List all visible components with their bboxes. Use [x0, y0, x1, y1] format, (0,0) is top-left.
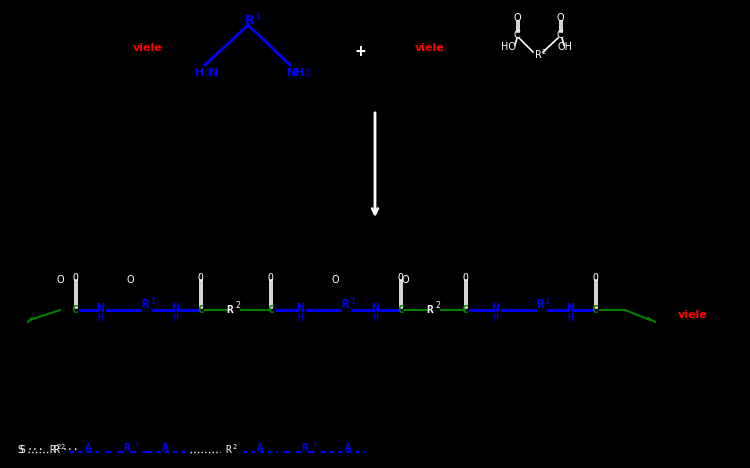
Text: R: R [226, 305, 233, 315]
Text: A: A [85, 443, 92, 453]
Text: C: C [461, 305, 468, 315]
Text: R: R [141, 299, 148, 312]
Text: R: R [53, 445, 59, 455]
Text: N: N [296, 301, 304, 314]
Text: 2: 2 [542, 49, 546, 55]
Text: 1: 1 [134, 441, 138, 447]
Text: H: H [372, 313, 378, 323]
Text: O: O [397, 273, 403, 283]
Text: O: O [332, 275, 339, 285]
Text: C: C [72, 305, 78, 315]
Text: 1: 1 [545, 297, 550, 306]
Text: +: + [355, 43, 365, 61]
Text: O: O [197, 273, 203, 283]
Text: R: R [225, 445, 231, 455]
Text: R: R [49, 445, 55, 455]
Text: 1: 1 [350, 297, 355, 306]
Text: N: N [287, 68, 296, 78]
Text: N: N [96, 301, 104, 314]
Text: 2: 2 [57, 444, 62, 450]
Text: O: O [513, 13, 520, 23]
Text: R: R [245, 15, 255, 28]
Text: O: O [401, 275, 409, 285]
Text: H: H [297, 313, 303, 323]
Text: N: N [209, 68, 219, 78]
Text: 2: 2 [206, 68, 211, 78]
Text: ...: ... [62, 442, 79, 452]
Text: C: C [514, 30, 520, 40]
Text: S: S [17, 445, 23, 455]
Text: O: O [462, 273, 468, 283]
Text: 2: 2 [236, 301, 241, 310]
Text: 1: 1 [255, 13, 261, 22]
Text: R: R [341, 299, 349, 312]
Text: 2: 2 [61, 444, 65, 450]
Text: 2: 2 [436, 301, 440, 310]
Text: A: A [162, 443, 168, 453]
Text: H: H [492, 313, 498, 323]
Text: C: C [267, 305, 273, 315]
Text: S: S [19, 445, 25, 455]
Text: R: R [536, 299, 544, 312]
Text: H: H [296, 68, 304, 78]
Text: R: R [124, 443, 130, 453]
Text: O: O [267, 273, 273, 283]
Text: OH: OH [557, 42, 572, 52]
Text: N: N [171, 301, 178, 314]
Text: 1: 1 [312, 441, 316, 447]
Text: H: H [567, 313, 573, 323]
Text: O: O [56, 275, 64, 285]
Text: A: A [344, 443, 351, 453]
Text: O: O [126, 275, 134, 285]
Text: 2: 2 [304, 68, 310, 78]
Text: C: C [196, 305, 203, 315]
Text: 2: 2 [232, 444, 237, 450]
Text: R: R [427, 305, 433, 315]
Text: viele: viele [134, 43, 163, 53]
Text: H: H [97, 313, 103, 323]
Text: N: N [491, 301, 499, 314]
Text: N: N [371, 301, 379, 314]
Text: H: H [195, 68, 205, 78]
Text: R: R [302, 443, 308, 453]
Text: O: O [556, 13, 564, 23]
Text: C: C [556, 30, 563, 40]
Text: H: H [172, 313, 178, 323]
Text: viele: viele [678, 310, 708, 320]
Text: R: R [535, 50, 542, 60]
Text: ...: ... [26, 442, 44, 452]
Text: C: C [592, 305, 598, 315]
Text: C: C [397, 305, 404, 315]
Text: O: O [592, 273, 598, 283]
Text: O: O [72, 273, 78, 283]
Text: N: N [566, 301, 574, 314]
Text: HO: HO [502, 42, 517, 52]
Text: 1: 1 [151, 297, 155, 306]
Text: A: A [256, 443, 263, 453]
Text: viele: viele [416, 43, 445, 53]
